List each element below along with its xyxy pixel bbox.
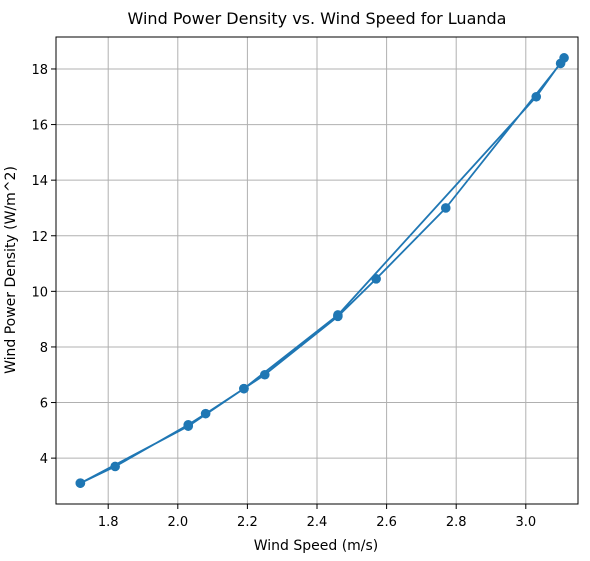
x-tick-label: 2.6 [376, 515, 397, 530]
x-tick-label: 2.4 [307, 515, 328, 530]
x-tick-label: 2.2 [237, 515, 258, 530]
y-tick-label: 16 [31, 119, 48, 134]
data-point [183, 421, 194, 431]
data-point [559, 53, 569, 63]
y-tick-label: 18 [31, 63, 48, 78]
x-tick-label: 3.0 [515, 515, 536, 530]
plot-frame [55, 36, 579, 505]
data-point [110, 461, 120, 472]
data-point [371, 274, 381, 284]
y-tick-label: 8 [40, 341, 48, 356]
y-tick-label: 10 [31, 285, 48, 300]
data-point [75, 478, 86, 488]
x-axis-label: Wind Speed (m/s) [254, 538, 379, 554]
x-tick-label: 1.8 [98, 515, 119, 530]
x-tick-label: 2.0 [167, 515, 188, 530]
x-tick-label: 2.8 [446, 515, 467, 530]
y-tick-label: 14 [31, 174, 48, 189]
data-point [260, 369, 270, 380]
y-tick-label: 12 [31, 230, 48, 245]
y-axis-label: Wind Power Density (W/m^2) [3, 166, 19, 374]
data-point [200, 408, 211, 419]
data-point [239, 383, 249, 394]
grid [56, 37, 578, 504]
series-line [79, 56, 565, 485]
data-point [333, 310, 343, 320]
y-tick-label: 6 [40, 397, 48, 412]
y-tick-label: 4 [40, 452, 48, 467]
data-point [531, 91, 542, 102]
chart-title: Wind Power Density vs. Wind Speed for Lu… [128, 9, 507, 28]
data-point [440, 203, 451, 213]
plot-area [75, 53, 569, 488]
axis-ticks: 1.8 2.0 2.2 2.4 2.6 2.8 3.0 4 6 8 10 12 14 16 18 [31, 63, 536, 530]
